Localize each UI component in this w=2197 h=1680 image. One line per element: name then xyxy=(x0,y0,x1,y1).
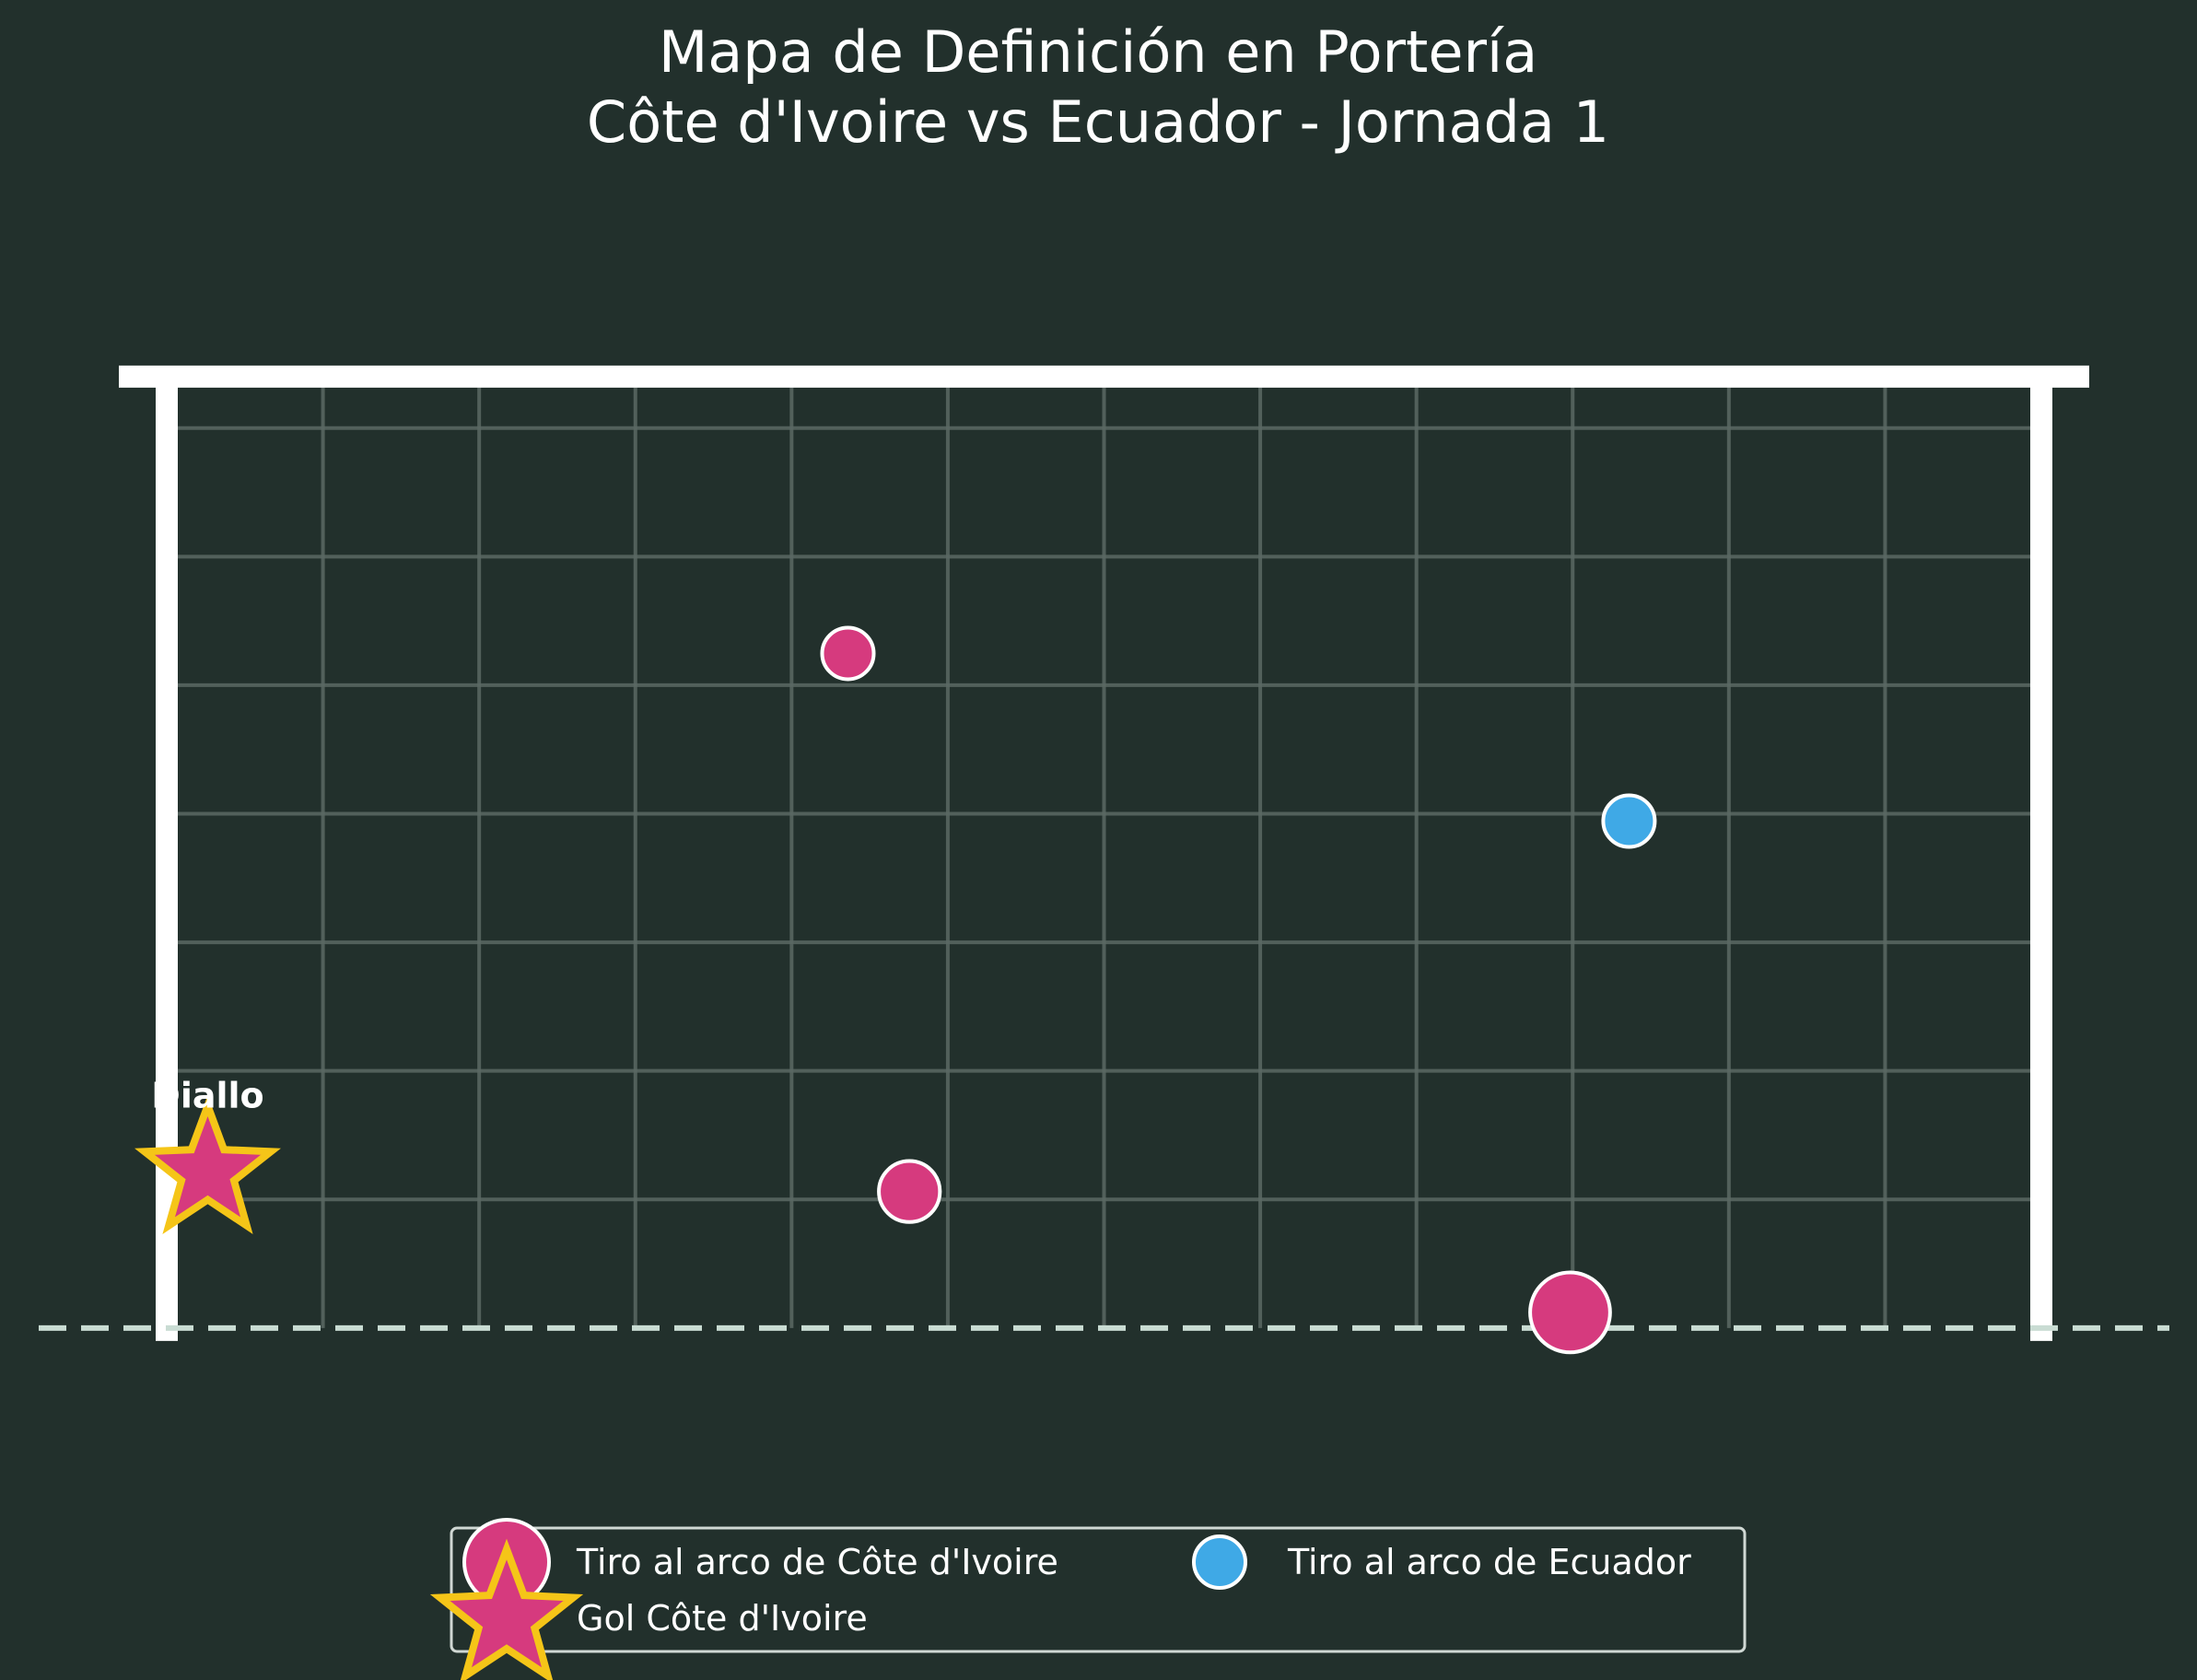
shot-marker xyxy=(1528,1270,1612,1355)
legend-label: Tiro al arco de Côte d'Ivoire xyxy=(576,1542,1058,1582)
legend-label: Tiro al arco de Ecuador xyxy=(1287,1542,1691,1582)
legend-box xyxy=(450,1526,1747,1653)
goal-frame xyxy=(39,365,2169,1341)
shot-marker xyxy=(877,1159,942,1224)
shot-marker xyxy=(820,625,876,682)
legend-star-marker xyxy=(429,1538,584,1680)
shot-marker xyxy=(1601,793,1657,849)
chart-title: Mapa de Definición en Portería xyxy=(659,18,1537,86)
chart-subtitle: Côte d'Ivoire vs Ecuador - Jornada 1 xyxy=(587,88,1609,156)
goal-star-marker xyxy=(134,1094,281,1235)
shot-marks: Diallo xyxy=(134,625,1657,1355)
goal-scorer-label: Diallo xyxy=(151,1076,263,1116)
legend: Tiro al arco de Côte d'Ivoire Tiro al arc… xyxy=(429,1518,1747,1680)
legend-circle-marker xyxy=(1192,1534,1247,1590)
legend-label: Gol Côte d'Ivoire xyxy=(577,1598,868,1639)
net-grid xyxy=(167,376,2041,1328)
